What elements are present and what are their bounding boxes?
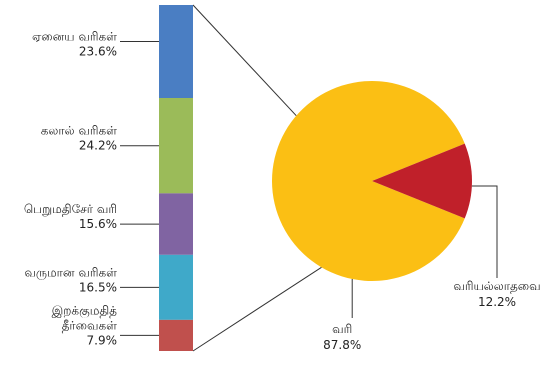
pie-slice-tax — [271, 81, 465, 281]
leader-lines — [120, 41, 498, 336]
bar-segment-5 — [159, 319, 193, 351]
pie-leader-line-non-tax — [471, 185, 498, 278]
bar-value-label: 23.6% — [79, 45, 117, 59]
bar-segment-2 — [159, 98, 193, 194]
bar-value-label: 15.6% — [79, 217, 117, 231]
pie-category-label: வரி — [332, 322, 352, 336]
pie-value-label: 12.2% — [478, 295, 516, 309]
bar-value-label: 24.2% — [79, 139, 117, 153]
bar-category-label: ஏனைய வரிகள் — [32, 30, 117, 44]
bar-value-label: 16.5% — [79, 280, 117, 294]
stacked-bar — [159, 5, 193, 351]
data-labels: ஏனைய வரிகள்23.6% கலால் வரிகள்24.2% பெறுமதி… — [24, 30, 541, 353]
bar-segment-1 — [159, 5, 193, 98]
bar-category-label: பெறுமதிசேர் வரி — [24, 202, 117, 217]
bar-category-label: தீர்வைகள் — [62, 318, 118, 332]
pie-slice-non-tax — [372, 143, 472, 219]
bar-category-label: இறக்குமதித் — [52, 303, 118, 318]
bar-value-label: 7.9% — [87, 333, 118, 347]
connector-line-bottom — [192, 266, 322, 352]
pie-category-label: வரியல்லாதவை — [453, 279, 540, 293]
connector-line-top — [192, 4, 297, 117]
connector-lines — [192, 4, 322, 352]
bar-segment-3 — [159, 193, 193, 255]
bar-category-label: கலால் வரிகள் — [41, 124, 117, 138]
bar-category-label: வருமான வரிகள் — [24, 265, 117, 280]
pie — [271, 81, 472, 281]
pie-value-label: 87.8% — [323, 338, 361, 352]
bar-segment-4 — [159, 254, 193, 320]
